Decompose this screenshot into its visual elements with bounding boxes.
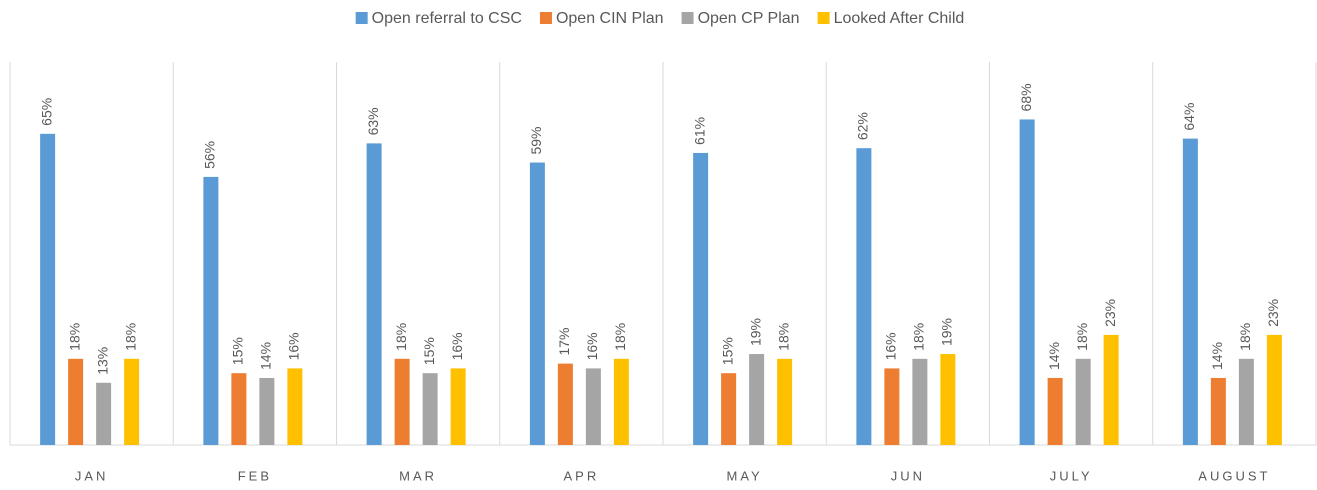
- bar: [394, 358, 410, 445]
- x-tick-label: FEB: [238, 468, 272, 483]
- data-label: 63%: [365, 107, 381, 135]
- data-label: 14%: [1046, 342, 1062, 370]
- legend-label: Open CIN Plan: [556, 10, 664, 27]
- bar: [68, 358, 84, 445]
- bar: [749, 354, 765, 445]
- bar: [40, 133, 56, 445]
- data-label: 23%: [1102, 299, 1118, 327]
- bar: [450, 368, 466, 445]
- bar: [1210, 377, 1226, 445]
- legend-swatch: [355, 12, 368, 24]
- bar: [259, 377, 275, 445]
- data-label: 61%: [691, 117, 707, 145]
- x-tick-label: JUN: [891, 468, 925, 483]
- data-label: 18%: [1074, 323, 1090, 351]
- data-label: 56%: [202, 141, 218, 169]
- data-label: 18%: [393, 323, 409, 351]
- bar: [1266, 334, 1282, 445]
- data-label: 59%: [528, 127, 544, 155]
- bar: [231, 373, 247, 445]
- data-label: 15%: [421, 337, 437, 365]
- x-tick-label: APR: [564, 468, 600, 483]
- data-label: 18%: [122, 323, 138, 351]
- x-tick-label: AUGUST: [1198, 468, 1270, 483]
- bar: [613, 358, 629, 445]
- legend-swatch: [817, 12, 830, 24]
- bar: [585, 368, 601, 445]
- bar: [124, 358, 140, 445]
- data-label: 18%: [775, 323, 791, 351]
- bar: [1182, 138, 1198, 445]
- data-label: 18%: [911, 323, 927, 351]
- legend-swatch: [539, 12, 552, 24]
- bar: [693, 152, 709, 445]
- data-label: 16%: [449, 332, 465, 360]
- legend-label: Open CP Plan: [698, 10, 800, 27]
- data-label: 13%: [94, 347, 110, 375]
- bar: [1047, 377, 1063, 445]
- data-label: 14%: [258, 342, 274, 370]
- data-label: 14%: [1209, 342, 1225, 370]
- bar: [1019, 119, 1035, 445]
- bar: [721, 373, 737, 445]
- bar: [557, 363, 573, 445]
- legend-label: Looked After Child: [834, 10, 965, 27]
- data-label: 18%: [612, 323, 628, 351]
- x-tick-label: MAR: [399, 468, 437, 483]
- data-label: 16%: [584, 332, 600, 360]
- x-tick-label: JAN: [75, 468, 109, 483]
- bar: [96, 382, 112, 445]
- legend-swatch: [681, 12, 694, 24]
- data-label: 16%: [286, 332, 302, 360]
- bar: [1103, 334, 1119, 445]
- bar: [940, 354, 956, 445]
- x-tick-label: MAY: [727, 468, 763, 483]
- bar: [287, 368, 303, 445]
- legend-label: Open referral to CSC: [372, 10, 522, 27]
- bar: [777, 358, 793, 445]
- data-label: 19%: [939, 318, 955, 346]
- data-label: 18%: [1237, 323, 1253, 351]
- data-label: 68%: [1018, 83, 1034, 111]
- data-label: 15%: [719, 337, 735, 365]
- data-label: 65%: [38, 98, 54, 126]
- x-tick-label: JULY: [1050, 468, 1093, 483]
- data-label: 17%: [556, 328, 572, 356]
- data-label: 23%: [1265, 299, 1281, 327]
- data-label: 18%: [66, 323, 82, 351]
- data-label: 64%: [1181, 103, 1197, 131]
- data-label: 62%: [855, 112, 871, 140]
- data-label: 16%: [883, 332, 899, 360]
- bar: [1075, 358, 1091, 445]
- bar: [1238, 358, 1254, 445]
- data-label: 19%: [747, 318, 763, 346]
- bar: [366, 143, 382, 445]
- data-label: 15%: [230, 337, 246, 365]
- bar: [422, 373, 438, 445]
- bar: [884, 368, 900, 445]
- bar: [912, 358, 928, 445]
- bar: [856, 148, 872, 446]
- bar: [529, 162, 545, 445]
- bar: [203, 176, 219, 445]
